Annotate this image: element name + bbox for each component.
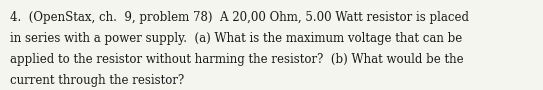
Text: 4.  (OpenStax, ch.  9, problem 78)  A 20,00 Ohm, 5.00 Watt resistor is placed: 4. (OpenStax, ch. 9, problem 78) A 20,00… (10, 11, 469, 24)
Text: applied to the resistor without harming the resistor?  (b) What would be the: applied to the resistor without harming … (10, 53, 463, 66)
Text: current through the resistor?: current through the resistor? (10, 74, 184, 87)
Text: in series with a power supply.  (a) What is the maximum voltage that can be: in series with a power supply. (a) What … (10, 32, 462, 45)
